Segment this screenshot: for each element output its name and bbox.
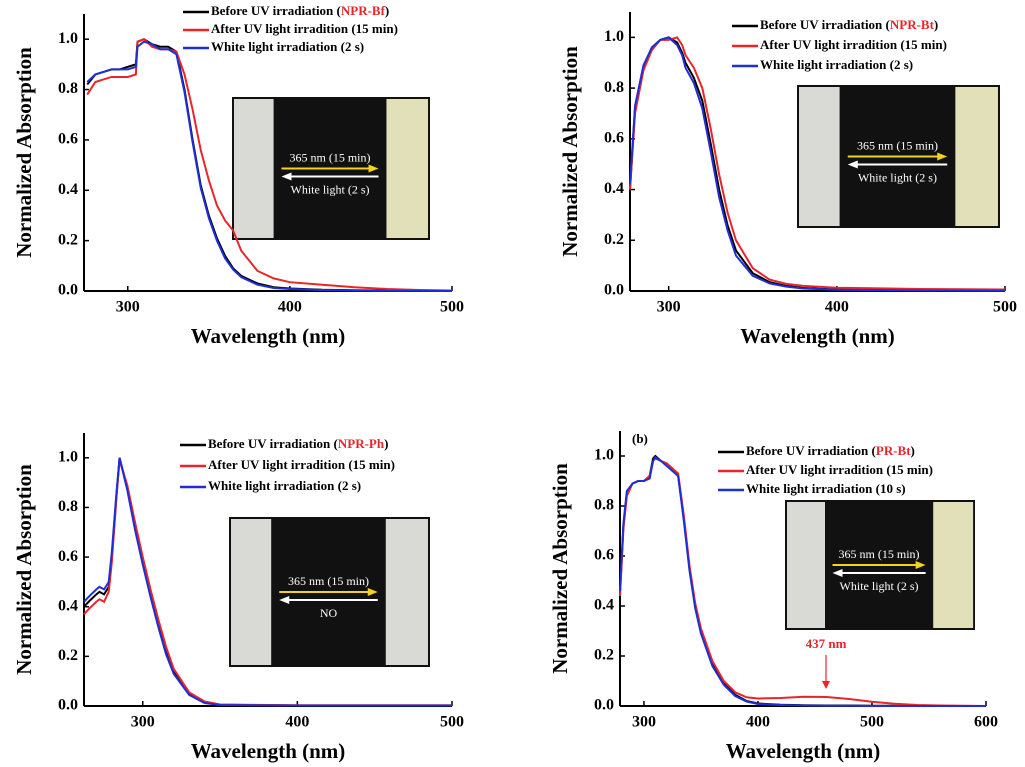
data-line bbox=[86, 38, 453, 292]
y-tick-label: 0.6 bbox=[604, 129, 624, 146]
inset-label: 365 nm (15 min) bbox=[857, 138, 938, 152]
y-tick-label: 0.8 bbox=[604, 79, 624, 96]
y-tick-label: 1.0 bbox=[594, 447, 614, 464]
y-tick-label: 0.0 bbox=[594, 697, 614, 714]
inset-label: 365 nm (15 min) bbox=[839, 547, 920, 561]
legend-label: Before UV irradiation (PR-Bt) bbox=[746, 443, 915, 458]
panel: 365 nm (15 min) White light (2 s) 0.0 0.2 0.… bbox=[12, 3, 464, 348]
data-line bbox=[83, 457, 452, 707]
x-tick-label: 600 bbox=[974, 714, 998, 731]
legend-label: Before UV irradiation (NPR-Bf) bbox=[211, 3, 389, 18]
inset-label: NO bbox=[320, 606, 338, 620]
legend-label: White light irradiation (2 s) bbox=[211, 39, 364, 54]
y-axis-label: Normalized Absorption bbox=[558, 46, 582, 257]
panel: 365 nm (15 min) White light (2 s) 0.0 0.2 0.… bbox=[548, 431, 998, 763]
legend-label: After UV light irradition (15 min) bbox=[760, 37, 947, 52]
x-tick-label: 300 bbox=[116, 299, 140, 316]
y-tick-label: 0.4 bbox=[58, 597, 78, 614]
x-axis-label: Wavelength (nm) bbox=[191, 739, 346, 763]
x-tick-label: 400 bbox=[825, 299, 849, 316]
y-tick-label: 0.0 bbox=[604, 282, 624, 299]
annotation-arrow-head bbox=[822, 681, 830, 689]
data-line bbox=[619, 455, 986, 707]
x-tick-label: 500 bbox=[993, 299, 1017, 316]
x-axis-label: Wavelength (nm) bbox=[740, 324, 895, 348]
x-axis-label: Wavelength (nm) bbox=[191, 324, 346, 348]
annotation: 437 nm bbox=[806, 636, 847, 651]
y-tick-label: 1.0 bbox=[604, 28, 624, 45]
legend-label: After UV light irradition (15 min) bbox=[211, 21, 398, 36]
y-tick-label: 0.4 bbox=[604, 180, 624, 197]
x-tick-label: 300 bbox=[657, 299, 681, 316]
x-tick-label: 500 bbox=[860, 714, 884, 731]
legend-label: After UV light irradition (15 min) bbox=[208, 457, 395, 472]
x-tick-label: 400 bbox=[278, 299, 302, 316]
legend-label: After UV light irradition (15 min) bbox=[746, 462, 933, 477]
y-tick-label: 0.0 bbox=[58, 697, 78, 714]
vial bbox=[799, 87, 840, 226]
data-line bbox=[629, 36, 1006, 292]
y-tick-label: 0.6 bbox=[58, 131, 78, 148]
y-tick-label: 1.0 bbox=[58, 448, 78, 465]
y-axis-label: Normalized Absorption bbox=[12, 47, 36, 258]
x-tick-label: 300 bbox=[632, 714, 656, 731]
y-tick-label: 0.6 bbox=[594, 547, 614, 564]
arrow-head bbox=[368, 164, 379, 173]
x-tick-label: 400 bbox=[746, 714, 770, 731]
vial bbox=[787, 502, 825, 628]
arrow-head bbox=[937, 152, 948, 161]
y-tick-label: 0.0 bbox=[58, 282, 78, 299]
arrow-head bbox=[281, 172, 292, 181]
arrow-head bbox=[279, 596, 290, 604]
legend-label: Before UV irradiation (NPR-Ph) bbox=[208, 436, 388, 451]
inset-label: White light (2 s) bbox=[858, 170, 937, 184]
panel-label: (b) bbox=[632, 431, 648, 446]
y-tick-label: 1.0 bbox=[58, 30, 78, 47]
y-tick-label: 0.2 bbox=[58, 231, 78, 248]
legend-label: Before UV irradiation (NPR-Bt) bbox=[760, 17, 938, 32]
y-tick-label: 0.8 bbox=[58, 498, 78, 515]
y-axis-label: Normalized Absorption bbox=[548, 463, 572, 674]
x-tick-label: 300 bbox=[131, 714, 155, 731]
vial bbox=[955, 87, 998, 226]
vial bbox=[385, 519, 428, 665]
inset-label: 365 nm (15 min) bbox=[290, 150, 371, 164]
vial bbox=[933, 502, 974, 628]
y-tick-label: 0.8 bbox=[594, 497, 614, 514]
panel: 365 nm (15 min) White light (2 s) 0.0 0.2 0.… bbox=[558, 12, 1017, 348]
legend-label: White light irradiation (10 s) bbox=[746, 481, 906, 496]
y-tick-label: 0.4 bbox=[58, 181, 78, 198]
vial bbox=[234, 99, 274, 238]
arrow-head bbox=[915, 561, 926, 569]
y-tick-label: 0.2 bbox=[58, 647, 78, 664]
arrow-head bbox=[367, 588, 378, 596]
legend-label: White light irradiation (2 s) bbox=[760, 57, 913, 72]
x-axis-label: Wavelength (nm) bbox=[726, 739, 881, 763]
x-tick-label: 500 bbox=[440, 714, 464, 731]
y-axis-label: Normalized Absorption bbox=[12, 464, 36, 675]
x-tick-label: 400 bbox=[285, 714, 309, 731]
arrow-head bbox=[832, 569, 843, 577]
x-tick-label: 500 bbox=[440, 299, 464, 316]
vial bbox=[231, 519, 272, 665]
data-line bbox=[86, 40, 453, 292]
arrow-head bbox=[847, 160, 858, 169]
y-tick-label: 0.2 bbox=[594, 647, 614, 664]
panel: 365 nm (15 min) NO 0.0 0.2 0.4 0.6 0.8 1.0 300 40… bbox=[12, 433, 464, 763]
y-tick-label: 0.2 bbox=[604, 231, 624, 248]
y-tick-label: 0.4 bbox=[594, 597, 614, 614]
inset-label: White light (2 s) bbox=[291, 182, 370, 196]
y-tick-label: 0.6 bbox=[58, 548, 78, 565]
inset-label: White light (2 s) bbox=[840, 579, 919, 593]
y-tick-label: 0.8 bbox=[58, 80, 78, 97]
inset-label: 365 nm (15 min) bbox=[288, 574, 369, 588]
vial bbox=[386, 99, 429, 238]
legend-label: White light irradiation (2 s) bbox=[208, 478, 361, 493]
